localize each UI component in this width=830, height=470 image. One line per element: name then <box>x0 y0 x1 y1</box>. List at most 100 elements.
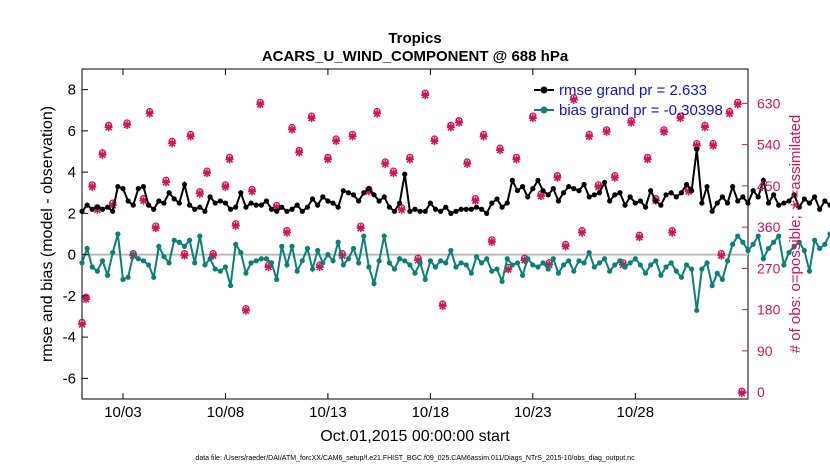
bias-point <box>345 256 351 262</box>
rmse-point <box>489 200 495 206</box>
bias-point <box>161 254 167 260</box>
bias-point <box>458 260 464 266</box>
obs-assimilated-marker <box>195 189 204 198</box>
bias-point <box>689 266 695 272</box>
bias-point <box>714 270 720 276</box>
bias-point <box>427 258 433 264</box>
bias-point <box>607 268 613 274</box>
rmse-point <box>704 183 710 190</box>
rmse-point <box>642 204 649 210</box>
bias-point <box>504 256 510 262</box>
obs-assimilated-marker <box>496 146 505 155</box>
y2-axis-label: # of obs: o=possible; ∗=assimilated <box>787 115 804 354</box>
obs-assimilated-marker <box>186 132 195 141</box>
y-tick-label: 6 <box>68 123 76 140</box>
bias-point <box>755 233 761 239</box>
rmse-point <box>140 183 147 190</box>
bias-point <box>786 249 792 256</box>
rmse-point <box>740 194 746 200</box>
bias-point <box>325 252 331 258</box>
obs-assimilated-marker <box>323 155 332 164</box>
bias-point <box>463 262 469 268</box>
legend-rmse-label: rmse grand pr = 2.633 <box>559 82 707 99</box>
bias-point <box>181 243 188 249</box>
bias-point <box>279 243 285 249</box>
rmse-point <box>243 204 249 210</box>
rmse-point <box>806 200 813 206</box>
bias-point <box>550 256 556 262</box>
rmse-point <box>607 198 613 204</box>
bias-point <box>699 266 705 272</box>
rmse-point <box>289 206 295 212</box>
rmse-point <box>125 198 131 204</box>
bias-point <box>683 262 690 268</box>
bias-point <box>673 268 679 274</box>
bias-point <box>801 247 807 254</box>
rmse-point <box>432 206 439 212</box>
obs-assimilated-marker <box>471 196 480 205</box>
obs-assimilated-marker <box>537 192 546 201</box>
obs-assimilated-marker <box>332 137 341 146</box>
rmse-point <box>192 206 198 212</box>
rmse-point <box>309 196 316 202</box>
rmse-point <box>325 198 331 204</box>
obs-assimilated-marker <box>180 251 189 260</box>
bias-point <box>750 241 756 247</box>
rmse-point <box>222 200 229 206</box>
rmse-point <box>99 206 106 212</box>
y-tick-label: -4 <box>63 329 76 346</box>
rmse-point <box>817 206 823 212</box>
obs-assimilated-marker <box>446 123 455 132</box>
y2-tick-label: 270 <box>757 260 781 276</box>
bias-point <box>402 258 408 264</box>
bias-point <box>120 276 126 282</box>
bias-point <box>166 260 172 266</box>
rmse-point <box>233 204 239 210</box>
bias-point <box>771 239 777 245</box>
rmse-point <box>417 208 423 214</box>
bias-point <box>740 239 746 245</box>
bias-point <box>678 274 685 280</box>
bias-point <box>776 233 782 239</box>
bias-point <box>222 264 229 270</box>
obs-assimilated-marker <box>405 155 414 164</box>
rmse-line <box>81 149 830 215</box>
y-tick-label: 4 <box>68 164 76 181</box>
bias-point <box>576 258 582 264</box>
obs-assimilated-marker <box>98 150 107 159</box>
rmse-point <box>350 192 357 198</box>
bias-point <box>760 256 766 262</box>
y-tick-label: -6 <box>63 370 76 387</box>
obs-assimilated-marker <box>717 251 726 260</box>
rmse-point <box>689 188 695 194</box>
y2-tick-label: 0 <box>757 384 765 400</box>
rmse-point <box>658 202 664 208</box>
rmse-point <box>110 208 116 214</box>
rmse-point <box>760 177 766 183</box>
obs-assimilated-marker <box>381 159 390 168</box>
x-tick-label: 10/28 <box>617 404 655 421</box>
bias-point <box>238 249 244 256</box>
bias-point <box>146 262 152 268</box>
bias-point <box>448 247 454 254</box>
chart-subtitle: ACARS_U_WIND_COMPONENT @ 688 hPa <box>262 48 569 65</box>
rmse-point <box>771 192 777 198</box>
bias-point <box>94 268 100 274</box>
bias-series <box>79 231 830 313</box>
bias-point <box>432 264 439 270</box>
rmse-point <box>279 204 285 210</box>
x-axis-label: Oct.01,2015 00:00:00 start <box>320 428 510 445</box>
rmse-point <box>407 208 413 214</box>
rmse-point <box>545 192 551 198</box>
rmse-point <box>258 202 264 208</box>
rmse-point <box>151 206 157 212</box>
bias-point <box>566 258 572 264</box>
bias-point <box>212 266 218 272</box>
bias-point <box>397 256 403 262</box>
obs-assimilated-marker <box>709 141 718 150</box>
x-tick-label: 10/13 <box>309 404 347 421</box>
rmse-point <box>612 192 618 198</box>
rmse-point <box>550 186 556 192</box>
rmse-point <box>463 206 469 212</box>
bias-point <box>99 258 106 264</box>
